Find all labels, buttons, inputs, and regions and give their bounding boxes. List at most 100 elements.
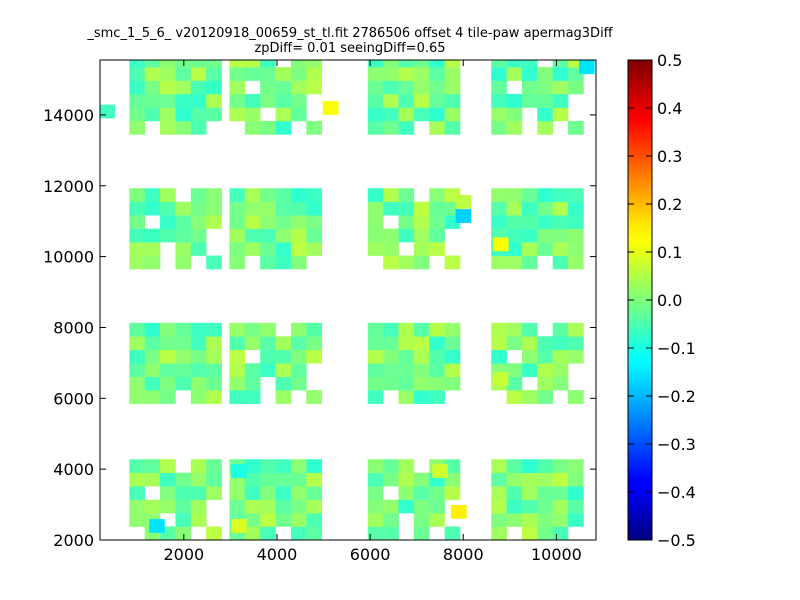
heatmap-cell	[129, 322, 146, 337]
heatmap-cell	[260, 94, 276, 108]
heatmap-cell	[413, 363, 430, 377]
heatmap-cell	[290, 228, 307, 243]
heatmap-cell	[521, 513, 538, 527]
x-axis: 2000 4000 6000 8000 10000	[163, 60, 582, 564]
heatmap-cell	[383, 80, 399, 95]
heatmap-cell	[129, 363, 146, 377]
heatmap-cell	[552, 188, 569, 202]
heatmap-cell	[175, 526, 192, 541]
heatmap-cell	[306, 67, 322, 81]
heatmap-cell	[491, 215, 507, 229]
heatmap-cell	[306, 80, 322, 95]
heatmap-cell	[398, 336, 415, 351]
heatmap-cell	[306, 526, 322, 541]
heatmap-cell	[306, 499, 322, 514]
heatmap-cell	[521, 215, 538, 229]
y-tick-label: 10000	[43, 248, 94, 267]
heatmap-cell	[383, 363, 399, 377]
heatmap-cell	[367, 390, 384, 404]
heatmap-cell	[275, 376, 292, 391]
heatmap-cell	[275, 499, 292, 514]
heatmap-cell	[552, 336, 569, 351]
heatmap-cell	[190, 363, 207, 377]
heatmap-cell	[175, 201, 192, 216]
heatmap-cell	[568, 349, 584, 364]
colorbar-tick-label: 0.1	[657, 243, 682, 262]
colorbar-tick-label: −0.2	[657, 387, 696, 406]
heatmap-cell	[175, 322, 192, 337]
heatmap-cell	[398, 67, 415, 81]
heatmap-cell	[260, 349, 276, 364]
heatmap-cell	[367, 242, 384, 256]
heatmap-cell	[444, 120, 461, 135]
heatmap-cell	[579, 60, 595, 75]
heatmap-cell	[144, 390, 161, 404]
heatmap-cell	[129, 94, 146, 108]
heatmap-cell	[244, 120, 261, 135]
x-tick-label: 6000	[350, 545, 391, 564]
heatmap-cell	[229, 201, 246, 216]
heatmap-cell	[506, 336, 523, 351]
heatmap-cell	[450, 504, 467, 519]
heatmap-cell	[160, 459, 176, 473]
heatmap-cell	[383, 228, 399, 243]
heatmap-cell	[244, 188, 261, 202]
heatmap-cell	[506, 459, 523, 473]
heatmap-cell	[306, 486, 322, 500]
heatmap-cell	[455, 194, 472, 209]
heatmap-cell	[521, 94, 538, 108]
heatmap-cell	[444, 336, 461, 351]
heatmap-cell	[367, 188, 384, 202]
heatmap-cell	[244, 472, 261, 487]
heatmap-cell	[206, 376, 222, 391]
heatmap-cell	[429, 513, 445, 527]
heatmap-cell	[444, 459, 461, 473]
heatmap-cell	[521, 459, 538, 473]
heatmap-cell	[244, 486, 261, 500]
heatmap-cell	[160, 336, 176, 351]
heatmap-cell	[244, 363, 261, 377]
heatmap-cell	[275, 363, 292, 377]
heatmap-cell	[552, 228, 569, 243]
heatmap-cell	[175, 513, 192, 527]
heatmap-cell	[290, 60, 307, 68]
heatmap-cell	[398, 499, 415, 514]
heatmap-cell	[206, 188, 222, 202]
heatmap-cell	[160, 363, 176, 377]
heatmap-cell	[367, 513, 384, 527]
heatmap-cell	[190, 201, 207, 216]
heatmap-cell	[398, 94, 415, 108]
heatmap-cell	[229, 349, 246, 364]
heatmap-cell	[367, 486, 384, 500]
heatmap-cell	[206, 349, 222, 364]
heatmap-cell	[429, 486, 445, 500]
heatmap-cell	[290, 472, 307, 487]
heatmap-cell	[260, 336, 276, 351]
x-tick-label: 10000	[531, 545, 582, 564]
heatmap-cell	[260, 67, 276, 81]
heatmap-cell	[444, 107, 461, 122]
x-tick-label: 8000	[443, 545, 484, 564]
heatmap-cell	[229, 228, 246, 243]
heatmap-cell	[398, 363, 415, 377]
heatmap-cell	[322, 101, 339, 115]
heatmap-cell	[383, 472, 399, 487]
heatmap-cell	[144, 499, 161, 514]
heatmap-cell	[537, 486, 553, 500]
heatmap-cell	[206, 472, 222, 487]
heatmap-cell	[537, 513, 553, 527]
heatmap-cell	[229, 67, 246, 81]
heatmap-cell	[190, 376, 207, 391]
heatmap-cell	[506, 363, 523, 377]
heatmap-cell	[144, 242, 161, 256]
heatmap-cell	[190, 80, 207, 95]
heatmap-cell	[206, 255, 222, 270]
heatmap-cell	[129, 60, 146, 68]
heatmap-cell	[552, 67, 569, 81]
heatmap-cell	[429, 215, 445, 229]
heatmap-cell	[568, 242, 584, 256]
heatmap-cell	[190, 67, 207, 81]
heatmap-cell	[429, 67, 445, 81]
heatmap-cell	[521, 80, 538, 95]
heatmap-cell	[367, 60, 384, 68]
